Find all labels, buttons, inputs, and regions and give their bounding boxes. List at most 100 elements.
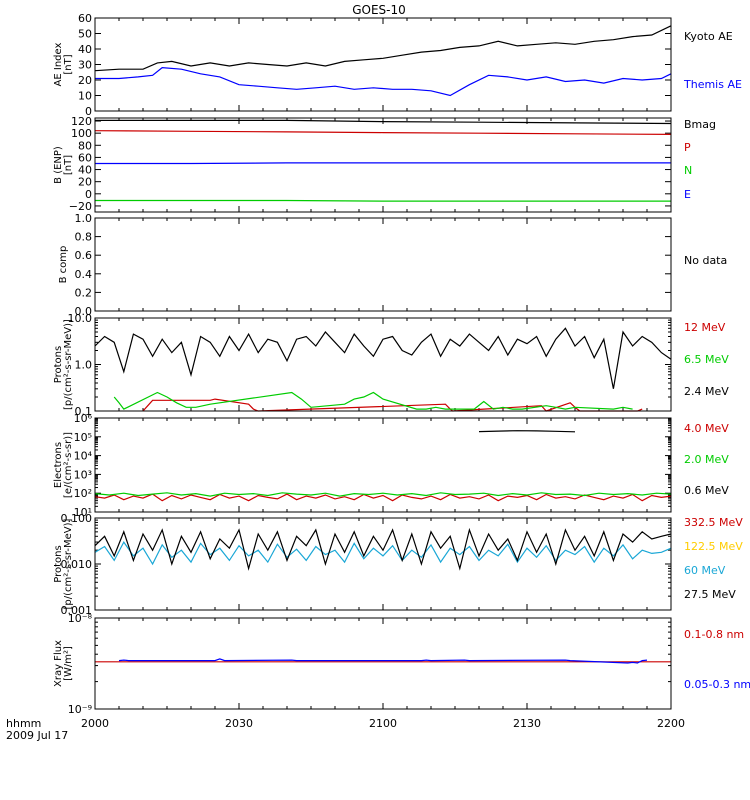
legend-entry: N [684, 164, 692, 177]
y-tick-label: 30 [78, 59, 92, 72]
y-tick-label: 0.6 [75, 249, 93, 262]
y-tick-label: 0.010 [61, 558, 93, 571]
series-line-p [94, 130, 672, 135]
legend-entry: E [684, 188, 691, 201]
series-line-27-5-mev [94, 527, 672, 571]
legend-entry: Bmag [684, 118, 716, 131]
series-line-6-5-mev [113, 391, 633, 410]
legend-entry: 0.6 MeV [684, 484, 729, 497]
y-tick-label: 10² [74, 487, 92, 500]
x-tick-label: 2000 [81, 717, 109, 730]
y-axis-label: B comp [58, 246, 69, 284]
y-tick-label: 1.0 [75, 212, 93, 225]
y-tick-label: 0.1 [75, 405, 93, 418]
panel-3: 0.0 0.2 0.4 0.6 0.8 1.0 B comp No data [58, 212, 727, 318]
x-axis-label-date: 2009 Jul 17 [6, 729, 68, 742]
series-line-2-0-mev [94, 492, 672, 497]
y-tick-label: 0.2 [75, 286, 93, 299]
y-tick-label: 0.001 [61, 604, 93, 617]
panel-1: 0 10 20 30 40 50 60 AE Index [nT] Kyoto AE Themis … [53, 12, 742, 118]
y-axis-label: Xray Flux [53, 640, 64, 687]
y-tick-label: 60 [78, 12, 92, 25]
series-line-4-0-mev [94, 493, 672, 502]
y-tick-label: 0 [85, 105, 92, 118]
legend-entry: 0.1-0.8 nm [684, 628, 744, 641]
y-tick-label: 10⁶ [74, 412, 93, 425]
legend-entry: Kyoto AE [684, 30, 733, 43]
y-tick-label: 20 [78, 74, 92, 87]
y-tick-label: 40 [78, 164, 92, 177]
legend-entry: 4.0 MeV [684, 422, 729, 435]
legend-entry: Themis AE [683, 78, 742, 91]
panel-frame [94, 117, 672, 213]
panel-frame [94, 17, 672, 112]
legend-entry: 12 MeV [684, 321, 726, 334]
y-tick-label: 0 [85, 188, 92, 201]
y-axis-label: Protons [53, 346, 64, 383]
panel-5: 10¹ 10² 10³ 10⁴ 10⁵ 10⁶ Electrons [e/(cm²-s-sr)… [53, 412, 729, 519]
legend-entry: 60 MeV [684, 564, 726, 577]
y-tick-label: 60 [78, 151, 92, 164]
series-line-0-05-0-3-nm [118, 658, 648, 664]
plot-title: GOES-10 [352, 3, 406, 17]
series-line-themis-ae [95, 66, 672, 97]
panel-frame [94, 617, 672, 710]
y-tick-label: 0.0 [75, 305, 93, 318]
series-line-60-mev [94, 540, 672, 566]
y-axis-label: Electrons [53, 442, 64, 488]
legend-entry: 0.05-0.3 nm [684, 678, 750, 691]
panels: 0 10 20 30 40 50 60 AE Index [nT] Kyoto AE Themis … [53, 12, 750, 716]
y-axis-label: [W/m²] [63, 646, 74, 681]
legend-entry: P [684, 141, 691, 154]
y-tick-label: 10³ [74, 468, 92, 481]
legend-entry: 27.5 MeV [684, 588, 736, 601]
legend-entry: 2.4 MeV [684, 385, 729, 398]
series-line-kyoto-ae [94, 25, 672, 72]
panel-frame [94, 417, 672, 513]
y-tick-label: 10¹ [74, 506, 92, 519]
y-tick-label: 10⁻⁸ [68, 612, 93, 625]
panel-frame [94, 217, 672, 312]
y-tick-label: 10 [78, 90, 92, 103]
series-line-0-6-mev [478, 430, 576, 433]
x-axis: 2000 2030 2100 2130 2200 [81, 717, 685, 730]
y-tick-label: 80 [78, 139, 92, 152]
panel-7: 10⁻⁹ 10⁻⁸ Xray Flux [W/m²] 0.1-0.8 nm 0.05-0.… [53, 612, 750, 716]
y-axis-label: AE Index [53, 42, 64, 86]
legend-entry: 2.0 MeV [684, 453, 729, 466]
y-tick-label: 0.8 [75, 231, 93, 244]
y-axis-label: B (ENP) [53, 146, 64, 184]
x-tick-label: 2030 [225, 717, 253, 730]
y-axis-label: [p/(cm²-s-sr-MeV)] [63, 518, 74, 609]
legend-entry: 332.5 MeV [684, 516, 743, 529]
x-tick-label: 2100 [369, 717, 397, 730]
no-data-note: No data [684, 254, 727, 267]
y-tick-label: 10.0 [68, 312, 93, 325]
y-tick-label: 20 [78, 176, 92, 189]
panel-6: 0.001 0.010 0.100 Protons [p/(cm²-s-sr-MeV)]… [53, 512, 743, 617]
y-tick-label: 100 [71, 127, 92, 140]
y-axis-label: Protons [53, 545, 64, 582]
y-axis-label: [p/(cm²-s-sr-MeV)] [63, 319, 74, 410]
y-tick-label: −20 [69, 200, 92, 213]
panel-4: 0.1 1.0 10.0 Protons [p/(cm²-s-sr-MeV)] 12 Me… [53, 312, 729, 418]
x-axis-label-hhmm: hhmm [6, 717, 41, 730]
y-tick-label: 10⁴ [74, 450, 93, 463]
y-tick-label: 10⁻⁹ [68, 703, 92, 716]
series-line-bmag [95, 119, 672, 125]
y-tick-label: 1.0 [75, 359, 93, 372]
legend-entry: 6.5 MeV [684, 353, 729, 366]
panel-frame [94, 317, 672, 412]
panel-frame [94, 517, 672, 611]
series-line-e [95, 162, 671, 165]
y-tick-label: 0.4 [75, 268, 93, 281]
y-tick-label: 10⁵ [74, 431, 92, 444]
x-tick-label: 2130 [513, 717, 541, 730]
series-line-2-4-mev [94, 327, 672, 389]
y-tick-label: 0.100 [61, 512, 93, 525]
x-tick-label: 2200 [657, 717, 685, 730]
y-tick-label: 50 [78, 28, 92, 41]
y-axis-label: [nT] [63, 54, 74, 74]
